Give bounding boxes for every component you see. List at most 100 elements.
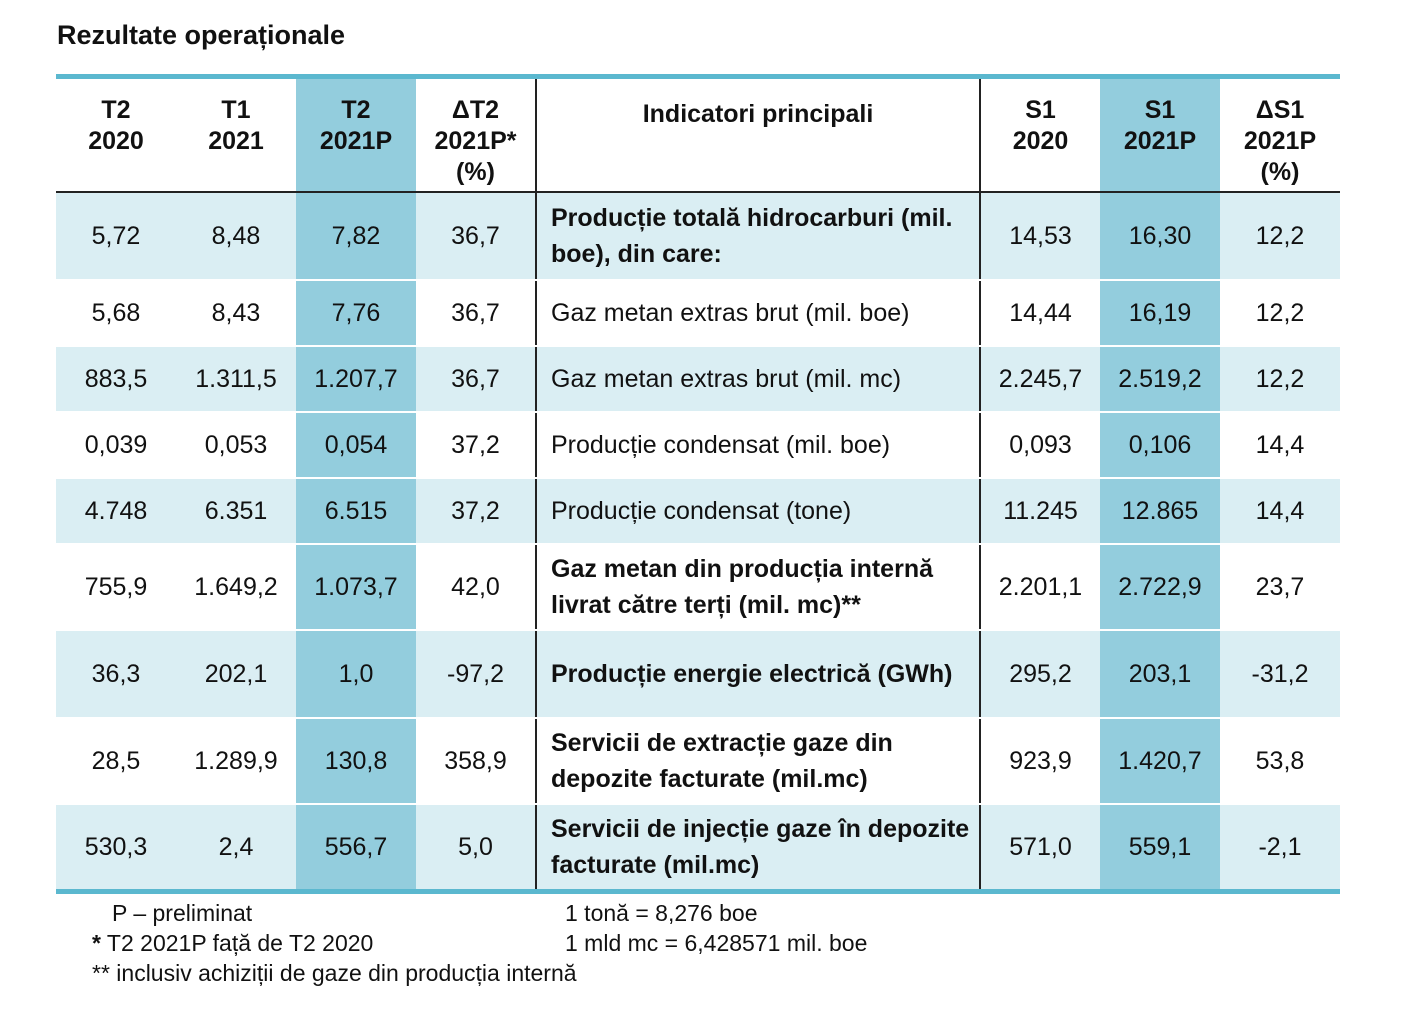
column-header-8: ΔS1 2021P (%) — [1220, 74, 1340, 193]
value-cell: 1.207,7 — [296, 345, 416, 413]
value-cell: 1.073,7 — [296, 543, 416, 631]
value-cell: 8,48 — [176, 191, 296, 281]
indicator-cell: Gaz metan din producția internă livrat c… — [535, 543, 981, 631]
value-cell: 6.351 — [176, 477, 296, 545]
value-cell: 0,053 — [176, 411, 296, 479]
note-conversion-mld: 1 mld mc = 6,428571 mil. boe — [565, 930, 868, 956]
value-cell: 14,53 — [980, 191, 1100, 281]
value-cell: 0,054 — [296, 411, 416, 479]
indicator-cell: Gaz metan extras brut (mil. boe) — [535, 279, 981, 347]
value-cell: 295,2 — [980, 629, 1100, 719]
value-cell: 2.519,2 — [1100, 345, 1220, 413]
value-cell: 130,8 — [296, 717, 416, 805]
operational-results-table-container: T2 2020 T1 2021 T2 2021P ΔT2 2021P* (%) Indicator… — [56, 74, 1340, 894]
value-cell: 8,43 — [176, 279, 296, 347]
column-header-line: T2 — [341, 96, 371, 124]
value-cell: 5,68 — [56, 279, 176, 347]
value-cell: 5,72 — [56, 191, 176, 281]
column-header-line: 2021 — [208, 127, 264, 155]
value-cell: 37,2 — [416, 411, 536, 479]
column-header-line: (%) — [1260, 158, 1300, 186]
value-cell: 2.722,9 — [1100, 543, 1220, 631]
note-star-text: T2 2021P față de T2 2020 — [100, 930, 374, 956]
note-conversion-tonne: 1 tonă = 8,276 boe — [565, 900, 758, 926]
value-cell: 14,4 — [1220, 477, 1340, 545]
column-header-line: T1 — [221, 96, 251, 124]
table-row: 0,039 0,053 0,054 37,2 Producție condensat (… — [56, 411, 1340, 479]
value-cell: 7,82 — [296, 191, 416, 281]
column-header-line: S1 — [1144, 96, 1176, 124]
column-header-line: 2021P* — [434, 127, 517, 155]
column-header-line: Indicatori principali — [642, 100, 874, 128]
value-cell: 0,093 — [980, 411, 1100, 479]
table-row: 36,3 202,1 1,0 -97,2 Producție energie elect… — [56, 629, 1340, 719]
column-header-7: S1 2021P — [1100, 74, 1220, 193]
column-header-line: ΔT2 — [451, 96, 500, 124]
column-header-4: ΔT2 2021P* (%) — [416, 74, 536, 193]
table-row: 530,3 2,4 556,7 5,0 Servicii de injecție gaz… — [56, 803, 1340, 894]
value-cell: 16,19 — [1100, 279, 1220, 347]
value-cell: 2.201,1 — [980, 543, 1100, 631]
value-cell: 4.748 — [56, 477, 176, 545]
indicator-cell: Servicii de injecție gaze în depozite fa… — [535, 803, 981, 894]
column-header-line: S1 — [1025, 96, 1056, 124]
page-title: Rezultate operaționale — [57, 20, 346, 50]
value-cell: 36,7 — [416, 279, 536, 347]
value-cell: 36,3 — [56, 629, 176, 719]
column-header-line: (%) — [456, 158, 495, 186]
table-row: 883,5 1.311,5 1.207,7 36,7 Gaz metan extras … — [56, 345, 1340, 413]
value-cell: 2.245,7 — [980, 345, 1100, 413]
value-cell: 36,7 — [416, 345, 536, 413]
indicator-cell: Producție energie electrică (GWh) — [535, 629, 981, 719]
value-cell: -2,1 — [1220, 803, 1340, 894]
value-cell: 202,1 — [176, 629, 296, 719]
value-cell: 36,7 — [416, 191, 536, 281]
column-header-line: 2020 — [88, 127, 144, 155]
value-cell: -31,2 — [1220, 629, 1340, 719]
column-header-line: ΔS1 — [1255, 96, 1305, 124]
column-header-line: T2 — [101, 96, 131, 124]
note-star-mark: * — [92, 930, 101, 956]
table-row: 4.748 6.351 6.515 37,2 Producție condensat (… — [56, 477, 1340, 545]
value-cell: 556,7 — [296, 803, 416, 894]
value-cell: 12,2 — [1220, 191, 1340, 281]
note-preliminary: P – preliminat — [112, 900, 253, 926]
value-cell: -97,2 — [416, 629, 536, 719]
value-cell: 530,3 — [56, 803, 176, 894]
table-body: 5,72 8,48 7,82 36,7 Producție totală hidroca… — [56, 191, 1340, 894]
value-cell: 5,0 — [416, 803, 536, 894]
column-header-2: T1 2021 — [176, 74, 296, 193]
table-row: 28,5 1.289,9 130,8 358,9 Servicii de extracț… — [56, 717, 1340, 805]
value-cell: 1.649,2 — [176, 543, 296, 631]
value-cell: 1.289,9 — [176, 717, 296, 805]
value-cell: 23,7 — [1220, 543, 1340, 631]
value-cell: 42,0 — [416, 543, 536, 631]
value-cell: 11.245 — [980, 477, 1100, 545]
value-cell: 571,0 — [980, 803, 1100, 894]
table-row: 755,9 1.649,2 1.073,7 42,0 Gaz metan din pro… — [56, 543, 1340, 631]
footnotes: P – preliminat * T2 2021P față de T2 202… — [0, 898, 1412, 998]
value-cell: 2,4 — [176, 803, 296, 894]
table-row: 5,72 8,48 7,82 36,7 Producție totală hidroca… — [56, 191, 1340, 281]
value-cell: 14,44 — [980, 279, 1100, 347]
column-header-line: 2021P — [1243, 127, 1317, 155]
column-header-line: 2021P — [1123, 127, 1197, 155]
value-cell: 0,039 — [56, 411, 176, 479]
indicator-cell: Gaz metan extras brut (mil. mc) — [535, 345, 981, 413]
value-cell: 14,4 — [1220, 411, 1340, 479]
note-star: * T2 2021P față de T2 2020 — [92, 928, 373, 958]
table-row: 5,68 8,43 7,76 36,7 Gaz metan extras brut (m… — [56, 279, 1340, 347]
value-cell: 923,9 — [980, 717, 1100, 805]
operational-results-table: T2 2020 T1 2021 T2 2021P ΔT2 2021P* (%) Indicator… — [56, 74, 1340, 894]
value-cell: 755,9 — [56, 543, 176, 631]
column-header-5: Indicatori principali — [535, 74, 981, 193]
value-cell: 1,0 — [296, 629, 416, 719]
value-cell: 1.420,7 — [1100, 717, 1220, 805]
value-cell: 358,9 — [416, 717, 536, 805]
value-cell: 6.515 — [296, 477, 416, 545]
value-cell: 1.311,5 — [176, 345, 296, 413]
value-cell: 203,1 — [1100, 629, 1220, 719]
indicator-cell: Servicii de extracție gaze din depozite … — [535, 717, 981, 805]
table-header-row: T2 2020 T1 2021 T2 2021P ΔT2 2021P* (%) Indicator… — [56, 74, 1340, 193]
column-header-6: S1 2020 — [980, 74, 1100, 193]
